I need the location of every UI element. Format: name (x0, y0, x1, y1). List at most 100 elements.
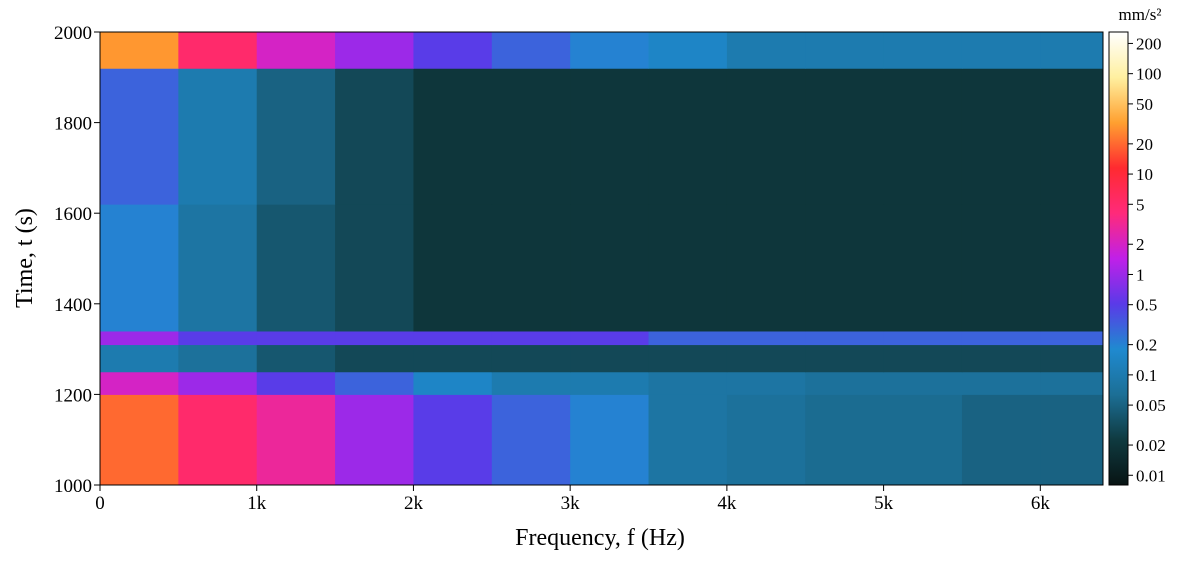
heatmap-cell (570, 330, 650, 346)
y-tick-label: 1800 (54, 114, 92, 135)
heatmap-cell (256, 394, 336, 486)
heatmap-cell (178, 68, 258, 205)
heatmap-cell (726, 68, 806, 205)
heatmap-cell (961, 371, 1041, 395)
heatmap-cell (491, 371, 571, 395)
y-tick-label: 1200 (54, 385, 92, 406)
heatmap-cell (178, 204, 258, 332)
colorbar-tick-label: 200 (1136, 34, 1162, 53)
heatmap-cell (648, 204, 728, 332)
heatmap-cell (100, 330, 179, 346)
colorbar-tick-label: 0.02 (1136, 436, 1166, 455)
heatmap-cell (805, 32, 885, 69)
heatmap-cell (805, 330, 885, 346)
heatmap-cell (726, 32, 806, 69)
heatmap-cell (335, 330, 414, 346)
heatmap-cell (961, 32, 1041, 69)
heatmap-cell (1040, 204, 1104, 332)
heatmap-cell (883, 394, 963, 486)
heatmap-cell (413, 68, 493, 205)
heatmap-cell (726, 371, 806, 395)
heatmap-cell (961, 330, 1041, 346)
heatmap-cell (726, 330, 806, 346)
x-tick-label: 5k (874, 493, 894, 514)
colorbar-tick-label: 1 (1136, 265, 1145, 284)
heatmap-cell (1040, 330, 1104, 346)
heatmap-cell (100, 344, 179, 373)
heatmap-cell (961, 344, 1041, 373)
heatmap-cell (491, 344, 571, 373)
y-tick-label: 1600 (54, 204, 92, 225)
heatmap-cell (256, 68, 336, 205)
heatmap-cell (805, 204, 885, 332)
x-tick-label: 0 (95, 493, 105, 514)
heatmap-cell (1040, 32, 1104, 69)
heatmap-cell (335, 394, 414, 486)
heatmap-cell (805, 371, 885, 395)
heatmap-cell (648, 394, 728, 486)
colorbar-tick-label: 0.1 (1136, 366, 1157, 385)
y-tick-label: 2000 (54, 23, 92, 44)
heatmap-cell (883, 330, 963, 346)
x-tick-label: 4k (717, 493, 737, 514)
heatmap-cell (413, 344, 493, 373)
colorbar (1108, 31, 1129, 486)
heatmap-cell (178, 394, 258, 486)
y-tick-label: 1400 (54, 295, 92, 316)
heatmap-cell (491, 330, 571, 346)
heatmap-cell (570, 344, 650, 373)
heatmap-cell (883, 344, 963, 373)
x-axis-label: Frequency, f (Hz) (515, 525, 685, 551)
heatmap-cell (413, 32, 493, 69)
heatmap-cell (883, 68, 963, 205)
heatmap-cell (570, 204, 650, 332)
colorbar-label: mm/s² (1119, 5, 1162, 24)
colorbar-tick-label: 0.05 (1136, 396, 1166, 415)
heatmap-cell (648, 344, 728, 373)
heatmap-cell (805, 68, 885, 205)
heatmap-cell (961, 68, 1041, 205)
heatmap-cell (335, 32, 414, 69)
heatmap-cell (883, 204, 963, 332)
heatmap-cell (335, 344, 414, 373)
heatmap-cell (178, 371, 258, 395)
y-axis-label: Time, t (s) (12, 208, 38, 308)
heatmap-cell (100, 32, 179, 69)
colorbar-tick-label: 0.5 (1136, 296, 1157, 315)
heatmap-cell (648, 371, 728, 395)
colorbar-tick-label: 10 (1136, 165, 1153, 184)
heatmap-cell (648, 68, 728, 205)
heatmap-cell (961, 394, 1041, 486)
colorbar-tick-label: 5 (1136, 195, 1145, 214)
colorbar-tick-label: 20 (1136, 135, 1153, 154)
heatmap-cell (100, 204, 179, 332)
heatmap-cell (961, 204, 1041, 332)
heatmap-cell (491, 394, 571, 486)
heatmap-cell (883, 32, 963, 69)
heatmap-cell (805, 394, 885, 486)
heatmap-cell (100, 394, 179, 486)
heatmap-cell (335, 68, 414, 205)
x-tick-label: 3k (561, 493, 581, 514)
heatmap-cell (178, 344, 258, 373)
x-tick-label: 2k (404, 493, 424, 514)
heatmap-cell (491, 68, 571, 205)
heatmap-cell (726, 204, 806, 332)
heatmap-cell (570, 394, 650, 486)
heatmap-cell (256, 32, 336, 69)
heatmap-cell (413, 371, 493, 395)
heatmap-cell (256, 204, 336, 332)
heatmap-cell (178, 32, 258, 69)
heatmap-cell (491, 204, 571, 332)
colorbar-tick-label: 50 (1136, 95, 1153, 114)
colorbar-tick-label: 0.2 (1136, 336, 1157, 355)
colorbar-tick-label: 0.01 (1136, 466, 1166, 485)
heatmap-cell (100, 371, 179, 395)
heatmap-cell (491, 32, 571, 69)
heatmap-cell (726, 394, 806, 486)
heatmap-cell (413, 204, 493, 332)
heatmap-cell (100, 68, 179, 205)
heatmap-cell (648, 330, 728, 346)
heatmap-cell (335, 204, 414, 332)
